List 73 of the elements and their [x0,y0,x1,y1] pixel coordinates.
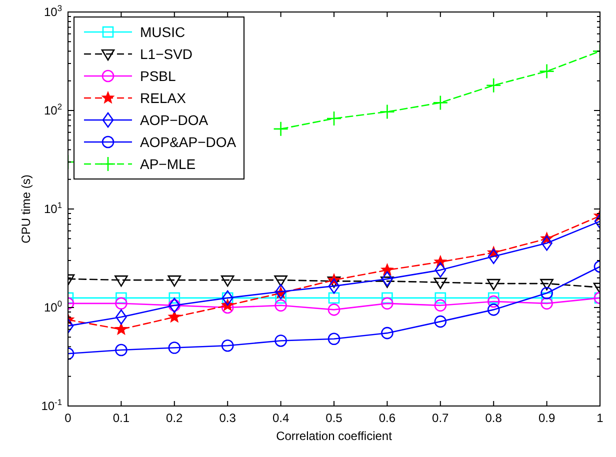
point [539,64,554,79]
point [434,262,446,278]
point [221,339,234,352]
point [486,278,500,290]
point [275,284,286,300]
legend-label: PSBL [140,68,176,84]
point [487,295,500,308]
point [168,342,181,354]
point [381,326,394,340]
x-tick-label: 0.7 [432,411,450,425]
x-tick-label: 0.2 [166,411,184,425]
point [488,292,500,304]
point [540,286,553,300]
point [221,301,234,314]
point [274,299,287,312]
y-axis-title: CPU time (s) [19,174,33,244]
point [434,278,448,290]
point [115,297,128,310]
x-tick-label: 0.8 [485,411,502,425]
point [434,292,446,304]
point [434,315,447,328]
point [168,310,181,322]
point [220,275,234,287]
point [274,275,288,287]
y-tick-label: 10$^{2}$ [44,102,62,118]
point [116,309,127,325]
point [541,236,552,251]
legend-label: AOP−DOA [140,112,209,128]
point [487,304,500,316]
point [328,332,340,346]
point [380,276,394,288]
point [382,271,393,287]
point [488,248,500,264]
legend-label: L1−SVD [140,46,193,62]
point [328,278,340,294]
point [380,104,395,120]
point [540,278,554,290]
y-tick-label: 10$^{0}$ [44,298,62,314]
x-tick-label: 0 [64,411,72,425]
legend-label: MUSIC [140,24,186,40]
point [540,297,553,310]
point [116,292,127,304]
point [432,95,448,110]
x-tick-label: 0.6 [378,411,396,425]
point [114,275,128,287]
y-tick-label: 10$^{3}$ [44,3,62,19]
x-tick-label: 1 [596,411,604,425]
point [115,322,128,335]
y-tick-label: 10$^{-1}$ [41,397,62,413]
x-axis-title: Correlation coefficient [276,429,393,443]
point [381,297,394,310]
legend-label: AOP&AP−DOA [140,134,237,150]
point [382,292,393,304]
x-tick-label: 0.5 [326,411,343,425]
point [168,275,182,287]
legend-label: AP−MLE [140,156,196,172]
x-tick-label: 0.3 [219,411,236,425]
point [274,334,287,347]
point [115,344,128,356]
y-tick-label: 10$^{1}$ [44,200,62,216]
point [434,299,447,312]
point [168,292,180,304]
x-tick-label: 0.1 [112,411,130,425]
point [328,292,340,304]
point [275,292,286,304]
point [486,78,502,94]
legend-label: RELAX [140,90,187,106]
x-tick-label: 0.4 [272,411,290,425]
point [328,304,340,316]
point [273,121,288,137]
point [326,110,342,126]
x-tick-label: 0.9 [538,411,556,425]
point [327,276,341,288]
